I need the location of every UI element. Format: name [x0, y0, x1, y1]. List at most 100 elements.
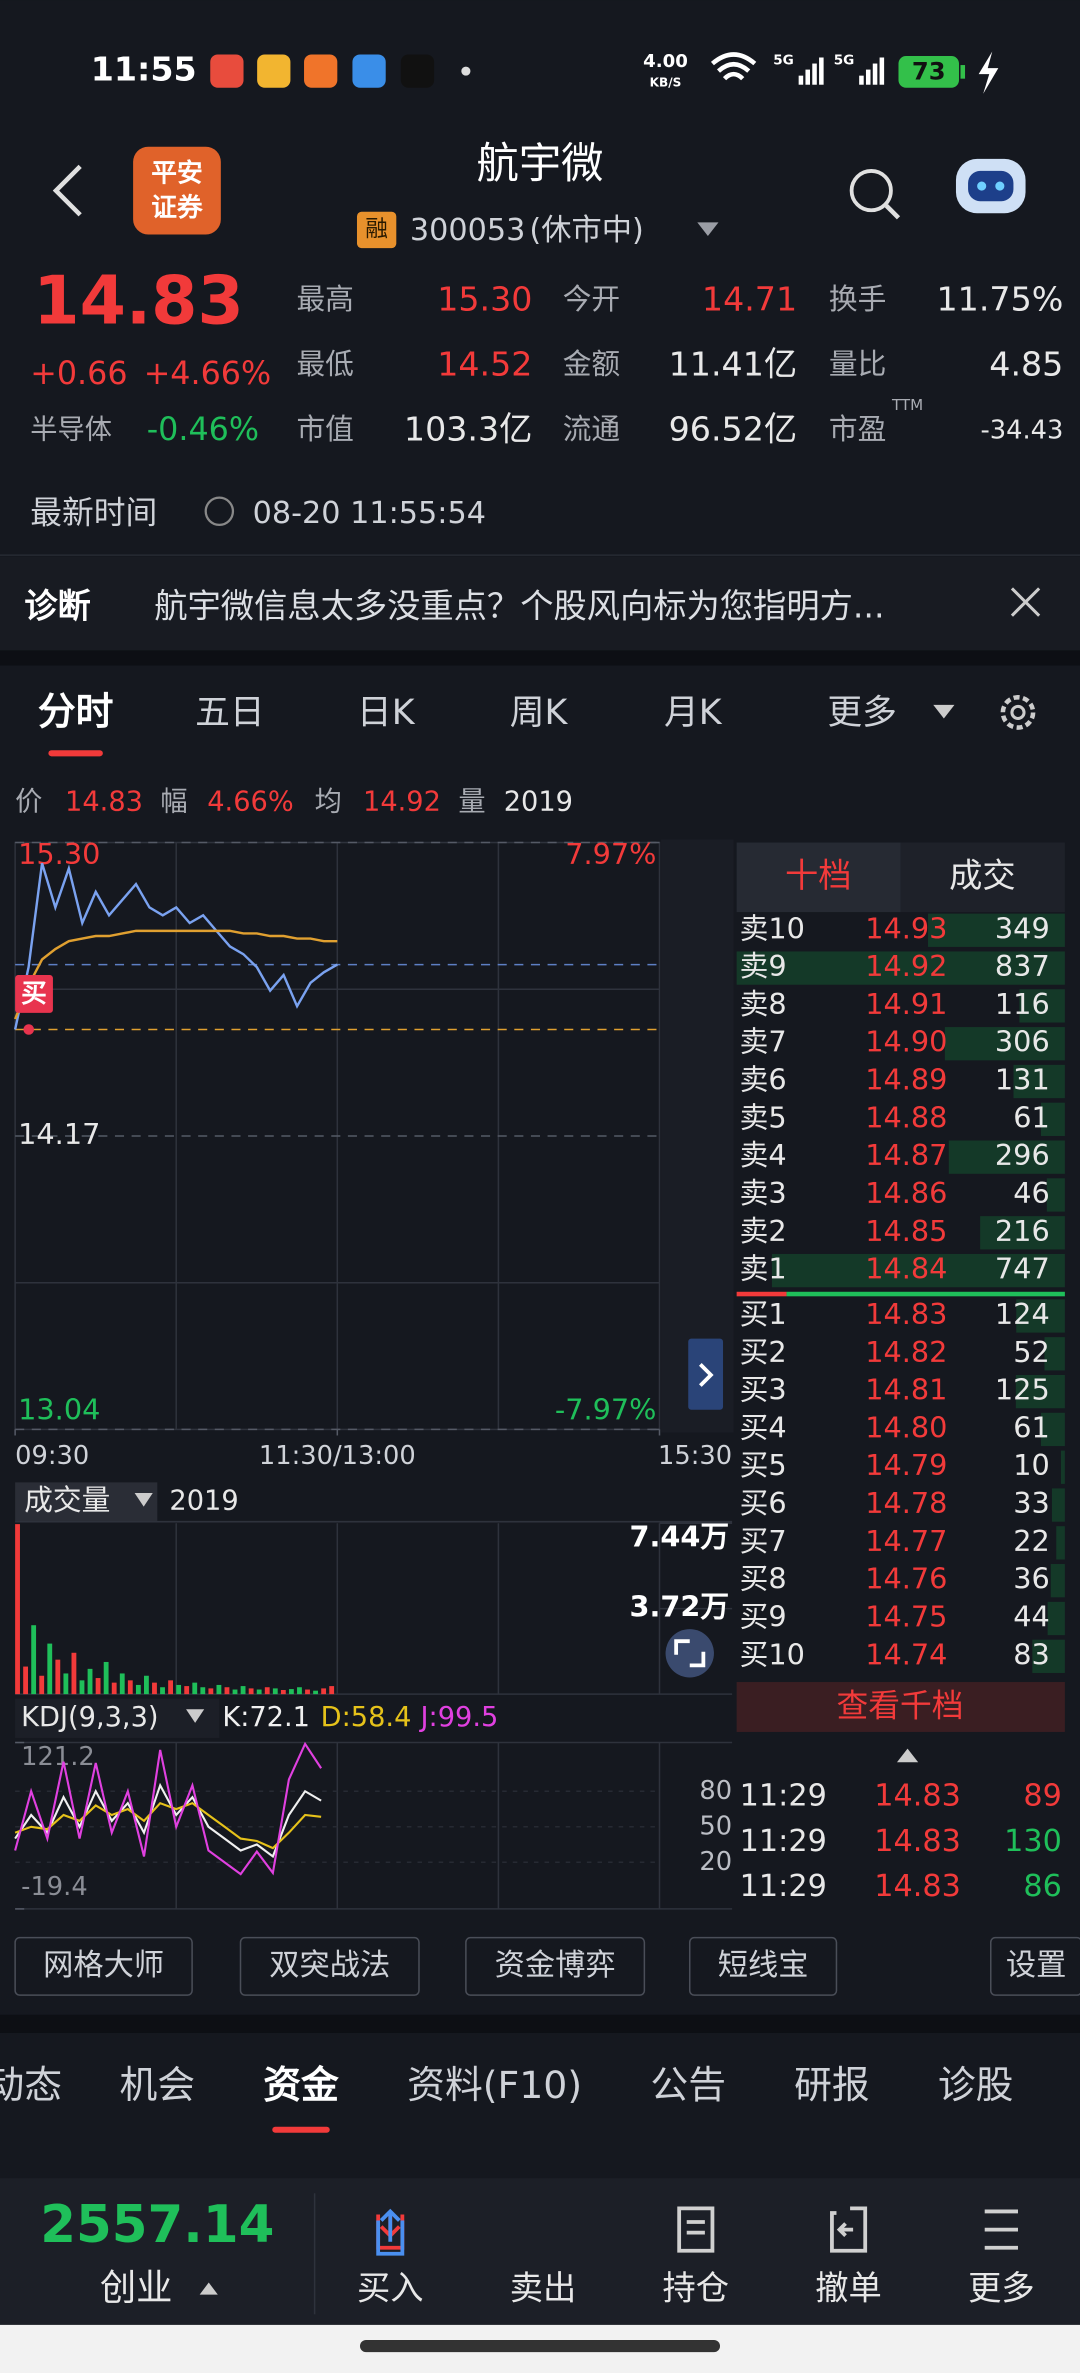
tool-button[interactable]: [14, 1936, 193, 1996]
book-level: 卖8: [740, 987, 787, 1021]
book-level: 买1: [740, 1297, 787, 1331]
info-label: 价: [15, 787, 42, 818]
volume-bar: [232, 1689, 238, 1695]
more-depth-button[interactable]: [736, 1682, 1065, 1732]
book-volume: 124: [995, 1297, 1050, 1331]
tab[interactable]: 分时: [38, 689, 114, 733]
book-volume: 216: [995, 1214, 1050, 1248]
update-label: 最新时间: [30, 495, 157, 531]
action-label[interactable]: 更多: [968, 2269, 1035, 2308]
action-icon: [677, 2206, 715, 2253]
y2-tick-label: 7.97%: [565, 837, 656, 871]
signal-bar: [859, 75, 864, 85]
book-level: 买4: [740, 1410, 787, 1444]
volume-bar: [305, 1689, 310, 1695]
tool-button[interactable]: [239, 1936, 420, 1996]
action-label[interactable]: 卖出: [510, 2269, 577, 2308]
book-price: 14.91: [865, 987, 947, 1021]
market-state: (休市中): [529, 213, 643, 248]
search-button[interactable]: [849, 169, 893, 213]
y-tick-label: 121.2: [21, 1742, 95, 1772]
gap: [0, 2014, 1080, 2033]
depth-bar: [771, 1253, 1065, 1288]
fullscreen-button[interactable]: [665, 1629, 714, 1678]
volume-bar: [47, 1643, 53, 1695]
tool-button[interactable]: [990, 1936, 1080, 1996]
book-volume: 36: [1013, 1562, 1050, 1596]
dropdown[interactable]: [697, 222, 719, 236]
tab[interactable]: 更多: [827, 693, 897, 733]
section-tab[interactable]: 公告: [650, 2063, 726, 2107]
book-price: 14.77: [865, 1524, 947, 1558]
volume-bar: [15, 1524, 20, 1695]
tab[interactable]: 五日: [195, 693, 265, 733]
volume-bar: [256, 1689, 262, 1695]
tool-label: 设置: [1006, 1948, 1067, 1983]
book-price: 14.78: [865, 1486, 947, 1520]
signal-bar: [812, 63, 817, 85]
book-volume: 10: [1013, 1448, 1050, 1482]
signal-bar: [865, 69, 871, 85]
section-tab[interactable]: 资金: [263, 2063, 339, 2107]
volume-bar: [184, 1686, 190, 1695]
section-tab[interactable]: 资料(F10): [407, 2063, 582, 2107]
volume-bar: [79, 1680, 85, 1695]
book-tab[interactable]: 十档: [785, 856, 852, 895]
book-level: 卖7: [740, 1025, 787, 1059]
tab[interactable]: 周K: [510, 693, 569, 733]
panel-title: 成交量: [24, 1483, 110, 1517]
kdj-readout: K:72.1: [222, 1702, 310, 1733]
section-tab[interactable]: 研报: [794, 2063, 870, 2107]
label: 4.00: [643, 51, 688, 72]
section-tab[interactable]: 动态: [0, 2063, 62, 2107]
volume-bar: [297, 1687, 302, 1695]
dropdown: [186, 1709, 205, 1723]
diagnosis-text[interactable]: 航宇微信息太多没重点？个股风向标为您指明方...: [154, 587, 884, 626]
tab[interactable]: 月K: [664, 693, 723, 733]
section-underline: [272, 2126, 330, 2133]
book-price: 14.86: [865, 1176, 947, 1210]
book-price: 14.75: [865, 1600, 947, 1634]
section-tab[interactable]: 机会: [120, 2063, 196, 2107]
stat-label: 市值: [296, 412, 353, 446]
y2-tick-label: -7.97%: [555, 1392, 657, 1426]
tool-button[interactable]: [688, 1936, 838, 1996]
action-label[interactable]: 撤单: [815, 2269, 882, 2308]
indicator-select[interactable]: [15, 1482, 158, 1522]
back-button[interactable]: [52, 164, 82, 217]
series-line: [14, 1782, 322, 1859]
depth-bar: [1060, 1450, 1065, 1484]
home-handle: [360, 2340, 720, 2353]
volume-bar: [208, 1688, 214, 1695]
book-price: 14.81: [865, 1373, 947, 1407]
book-volume: 44: [1013, 1600, 1050, 1634]
action-label[interactable]: 持仓: [663, 2269, 730, 2308]
index-name[interactable]: 创业: [100, 2266, 173, 2309]
expand-button[interactable]: [688, 1338, 724, 1410]
tool-button[interactable]: [465, 1936, 646, 1996]
book-tab[interactable]: 成交: [949, 856, 1016, 895]
info-value: 14.83: [65, 787, 143, 818]
book-volume: 83: [1013, 1637, 1050, 1671]
volume-bar: [160, 1687, 165, 1695]
tab[interactable]: 日K: [357, 693, 416, 733]
book-tab-bg: [900, 842, 1065, 913]
depth-bar: [1040, 1102, 1065, 1136]
info-icon: [204, 496, 235, 527]
network: 5G: [834, 53, 855, 69]
action-label[interactable]: 买入: [357, 2269, 424, 2308]
book-price: 14.93: [865, 911, 947, 945]
indicator-select[interactable]: [15, 1698, 220, 1738]
depth-bar: [1016, 1299, 1065, 1333]
volume-bar: [23, 1666, 29, 1695]
settings-button[interactable]: [1000, 695, 1036, 730]
app-icon: [257, 54, 291, 88]
wifi-icon: [710, 52, 757, 81]
book-volume: 46: [1013, 1176, 1050, 1210]
info-label: 量: [458, 787, 485, 818]
signal-bar: [798, 75, 804, 85]
section-tab[interactable]: 诊股: [938, 2063, 1014, 2107]
close-button[interactable]: [1010, 587, 1041, 617]
book-level: 卖1: [740, 1252, 787, 1286]
